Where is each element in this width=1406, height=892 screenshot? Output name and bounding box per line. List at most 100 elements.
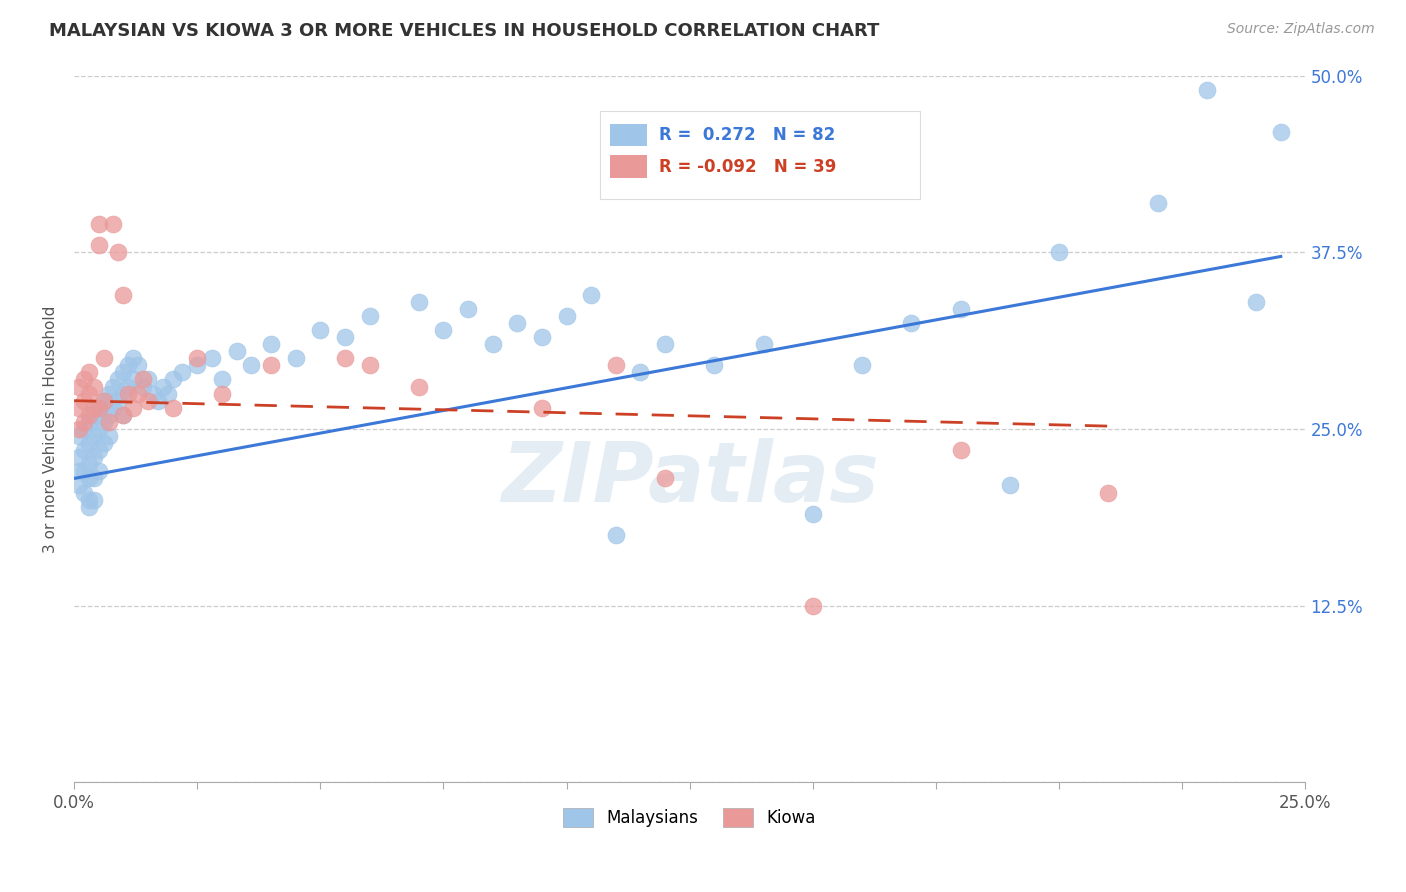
Point — [530, 401, 553, 415]
Point — [87, 422, 110, 436]
Point — [408, 379, 430, 393]
Point — [83, 450, 105, 465]
Point — [408, 294, 430, 309]
Point — [630, 365, 652, 379]
Point — [186, 359, 208, 373]
Point — [87, 464, 110, 478]
Point — [67, 464, 90, 478]
Point — [83, 379, 105, 393]
Point — [900, 316, 922, 330]
Point — [146, 393, 169, 408]
Point — [211, 372, 233, 386]
Point — [752, 337, 775, 351]
Text: R =  0.272   N = 82: R = 0.272 N = 82 — [659, 126, 835, 144]
Point — [67, 450, 90, 465]
Point — [107, 393, 129, 408]
Point — [67, 478, 90, 492]
Point — [998, 478, 1021, 492]
Point — [127, 386, 149, 401]
Point — [260, 359, 283, 373]
Point — [127, 359, 149, 373]
Point — [142, 386, 165, 401]
Point — [83, 429, 105, 443]
Point — [132, 379, 155, 393]
Point — [801, 507, 824, 521]
Point — [93, 351, 115, 366]
Point — [136, 393, 159, 408]
Point — [703, 359, 725, 373]
Point — [77, 492, 100, 507]
Point — [949, 301, 972, 316]
Point — [260, 337, 283, 351]
Point — [87, 443, 110, 458]
Point — [103, 217, 125, 231]
Text: ZIPatlas: ZIPatlas — [501, 438, 879, 519]
Point — [156, 386, 179, 401]
Point — [112, 287, 135, 301]
Point — [73, 393, 96, 408]
Point — [136, 372, 159, 386]
Point — [83, 401, 105, 415]
Point — [93, 436, 115, 450]
Point — [333, 330, 356, 344]
Point — [122, 372, 145, 386]
Text: MALAYSIAN VS KIOWA 3 OR MORE VEHICLES IN HOUSEHOLD CORRELATION CHART: MALAYSIAN VS KIOWA 3 OR MORE VEHICLES IN… — [49, 22, 880, 40]
Text: R = -0.092   N = 39: R = -0.092 N = 39 — [659, 158, 837, 176]
Point — [1097, 485, 1119, 500]
Point — [284, 351, 307, 366]
Point — [77, 365, 100, 379]
Point — [122, 401, 145, 415]
Point — [77, 415, 100, 429]
Point — [73, 485, 96, 500]
Point — [67, 401, 90, 415]
Point — [211, 386, 233, 401]
Point — [117, 386, 139, 401]
Legend: Malaysians, Kiowa: Malaysians, Kiowa — [557, 802, 823, 834]
Y-axis label: 3 or more Vehicles in Household: 3 or more Vehicles in Household — [44, 305, 58, 553]
Point — [97, 429, 120, 443]
Point — [122, 351, 145, 366]
Text: Source: ZipAtlas.com: Source: ZipAtlas.com — [1227, 22, 1375, 37]
Point — [77, 386, 100, 401]
FancyBboxPatch shape — [600, 111, 920, 199]
Point — [240, 359, 263, 373]
Point — [605, 528, 627, 542]
Point — [103, 401, 125, 415]
Point — [152, 379, 174, 393]
Point — [949, 443, 972, 458]
Point — [93, 393, 115, 408]
Point — [801, 599, 824, 613]
Point — [457, 301, 479, 316]
Point — [83, 408, 105, 422]
Point — [112, 408, 135, 422]
Point — [162, 372, 184, 386]
Point — [112, 386, 135, 401]
Point — [132, 372, 155, 386]
Point — [530, 330, 553, 344]
Point — [112, 408, 135, 422]
Point — [73, 464, 96, 478]
Point — [97, 408, 120, 422]
Point — [87, 217, 110, 231]
Point — [112, 365, 135, 379]
Point — [77, 500, 100, 514]
Point — [73, 443, 96, 458]
Point — [107, 372, 129, 386]
Point — [309, 323, 332, 337]
Point — [117, 379, 139, 393]
Point — [83, 492, 105, 507]
Point — [555, 309, 578, 323]
Point — [103, 379, 125, 393]
Point — [481, 337, 503, 351]
Point — [1195, 83, 1218, 97]
Point — [654, 471, 676, 485]
Point — [67, 429, 90, 443]
Point — [506, 316, 529, 330]
Point — [654, 337, 676, 351]
Point — [87, 238, 110, 252]
Point — [97, 415, 120, 429]
Point — [93, 393, 115, 408]
Point — [107, 245, 129, 260]
Point — [117, 359, 139, 373]
Point — [359, 359, 381, 373]
